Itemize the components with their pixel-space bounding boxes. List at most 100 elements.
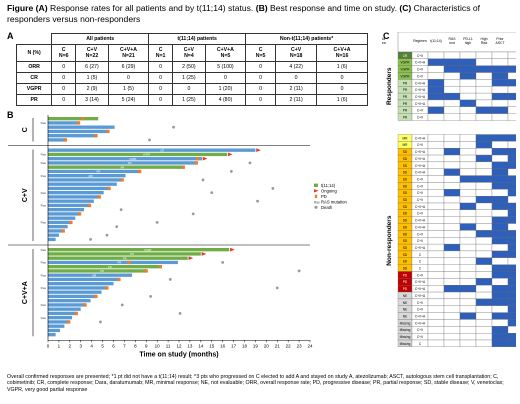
swim-bar (48, 199, 94, 203)
characteristic-cell (475, 99, 493, 107)
regimen-cell-label: C+V (417, 184, 424, 188)
bar-response-label: VGPR (143, 153, 150, 157)
characteristic-cell (491, 189, 509, 197)
response-cell-label: NE (403, 314, 407, 318)
regimen-cell-label: C+V+A (415, 150, 426, 154)
column-header: C N=5 (245, 44, 277, 62)
x-axis-title: Time on study (months) (139, 351, 218, 358)
grid-column-header: High (481, 37, 488, 41)
grid-column-header: Prior (496, 37, 504, 41)
table-cell: 0 (148, 94, 174, 106)
characteristic-cell (459, 58, 477, 66)
characteristic-cell (491, 271, 509, 279)
characteristic-cell (459, 106, 477, 114)
response-cell-label: SD (403, 225, 408, 229)
pd-marker (76, 121, 81, 125)
table-cell: 1 (6) (316, 94, 368, 106)
table-cell: 4 (80) (204, 94, 247, 106)
characteristic-cell (443, 86, 461, 94)
x-tick-label: 19 (253, 343, 259, 348)
regimen-cell-label: C+V+A (415, 164, 426, 168)
table-cell: 1 (20) (204, 83, 247, 95)
characteristic-cell (443, 223, 461, 231)
characteristic-cell (427, 106, 445, 114)
table-cell: 0 (148, 72, 174, 84)
figure-caption: Figure (A) Response rates for all patien… (7, 3, 513, 24)
characteristic-cell (507, 86, 516, 94)
characteristic-cell (427, 319, 445, 327)
regimen-cell-label: C+V (417, 143, 424, 147)
bar-response-label: PR (123, 256, 127, 260)
swim-bar (48, 286, 107, 290)
pd-marker (81, 117, 85, 121)
group-label: C (22, 127, 29, 132)
swim-bar (48, 252, 201, 256)
swim-bar (48, 125, 115, 129)
characteristic-cell (507, 278, 516, 286)
characteristic-cell (427, 339, 445, 347)
characteristic-cell (507, 264, 516, 272)
regimen-cell-label: C+V (417, 177, 424, 181)
characteristic-cell (491, 216, 509, 224)
characteristic-cell (459, 134, 477, 142)
grid-group-label: Responders (386, 67, 393, 105)
characteristic-cell (443, 257, 461, 265)
response-cell-label: SD (403, 246, 408, 250)
characteristic-cell (507, 113, 516, 121)
caption-text-b: Best response and time on study. (267, 3, 400, 13)
death-marker (119, 208, 123, 212)
characteristic-cell (427, 148, 445, 156)
characteristic-cell (443, 58, 461, 66)
characteristic-cell (491, 339, 509, 347)
characteristic-cell (491, 79, 509, 87)
characteristic-cell (443, 106, 461, 114)
x-tick-label: 17 (231, 343, 237, 348)
ras-tag: Ras (41, 248, 47, 252)
characteristic-cell (427, 51, 445, 59)
characteristic-cell (459, 319, 477, 327)
characteristic-cell (427, 278, 445, 286)
characteristic-cell (427, 79, 445, 87)
characteristic-cell (443, 237, 461, 245)
death-marker (271, 187, 275, 190)
swim-bar (48, 277, 119, 282)
regimen-cell-label: C+V+A (415, 171, 426, 175)
characteristic-cell (491, 161, 509, 169)
swim-bar (48, 182, 117, 186)
characteristic-cell (427, 250, 445, 258)
response-cell-label: PD (403, 280, 408, 284)
table-cell: 6 (29) (107, 61, 150, 73)
characteristic-cell (459, 92, 477, 101)
characteristic-cell (443, 161, 461, 169)
table-cell: 0 (316, 83, 368, 95)
characteristic-cell (475, 339, 493, 347)
swim-bar (48, 316, 73, 320)
regimen-cell-label: C (419, 260, 422, 264)
group-label: C+V (22, 188, 29, 202)
characteristic-cell (475, 106, 493, 114)
characteristic-cell (427, 92, 445, 101)
characteristic-cell (459, 202, 477, 210)
legend-swatch-ras: Ras (314, 200, 320, 204)
table-cell: 2 (11) (275, 94, 318, 106)
characteristic-cell (443, 339, 461, 347)
x-tick-label: 14 (198, 343, 204, 348)
characteristic-cell (507, 92, 516, 101)
characteristic-cell (427, 298, 445, 306)
group-header-non-t1114: Non-t(11;14) patients* (245, 33, 368, 45)
pd-marker (117, 277, 121, 282)
legend-label: t(11;14) (321, 183, 336, 188)
characteristic-cell (427, 237, 445, 245)
death-marker (149, 295, 153, 298)
characteristic-cell (491, 182, 509, 190)
characteristic-cell (475, 209, 493, 217)
characteristic-cell (507, 291, 516, 300)
table-cell: 0 (148, 83, 174, 95)
swim-bar (48, 208, 85, 212)
swim-bar (48, 265, 161, 269)
characteristic-cell (475, 92, 493, 101)
legend-label: Death (321, 205, 333, 210)
regimen-cell-label: C+V+A (415, 225, 426, 229)
characteristic-cell (443, 243, 461, 252)
characteristic-cell (459, 209, 477, 217)
